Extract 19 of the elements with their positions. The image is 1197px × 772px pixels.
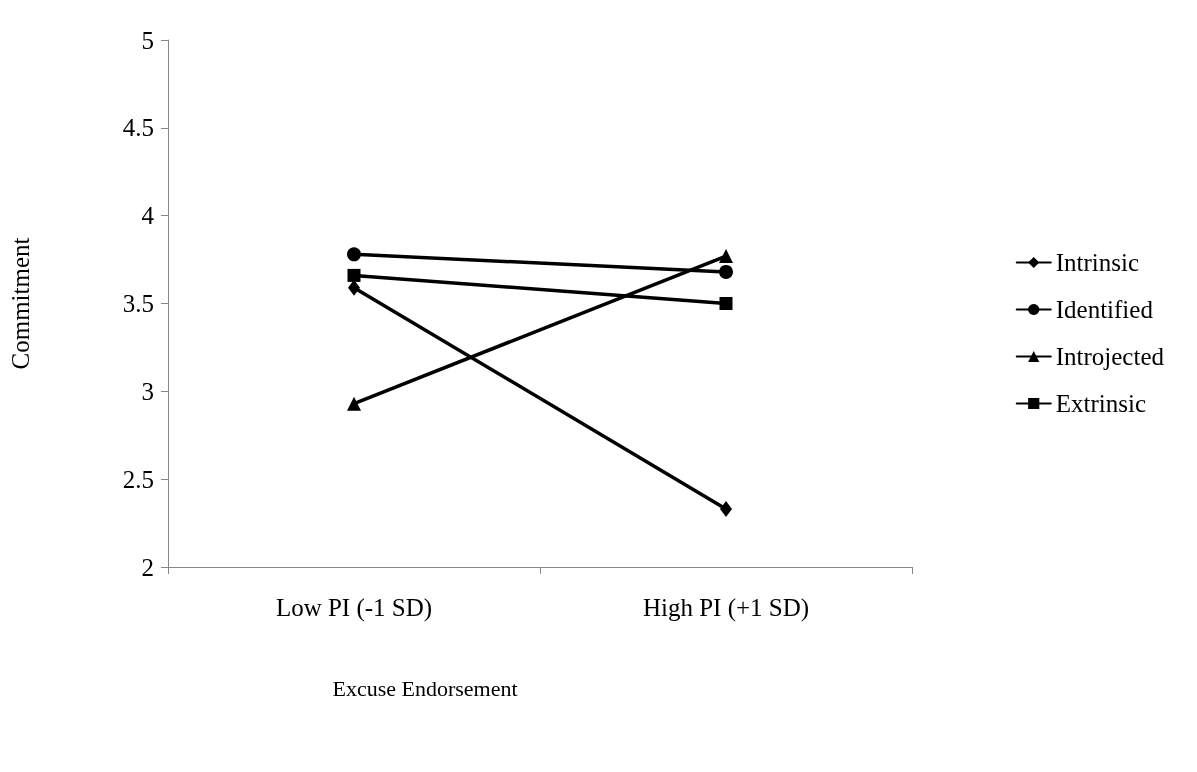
legend-label: Introjected: [1055, 343, 1165, 370]
y-tick-label: 4: [141, 202, 155, 230]
point: [719, 264, 733, 279]
legend-label: Identified: [1055, 296, 1154, 323]
y-tick-label: 3: [141, 377, 154, 405]
y-tick-label: 2.5: [122, 465, 154, 493]
x-tick-label: High PI (+1 SD): [642, 594, 810, 622]
y-tick-label: 3.5: [122, 290, 154, 317]
point: [719, 297, 733, 310]
y-tick-label: 2: [141, 553, 154, 581]
x-tick-label: Low PI (-1 SD): [275, 594, 433, 622]
point: [347, 268, 361, 282]
y-tick-label: 4.5: [122, 114, 154, 142]
point: [347, 247, 361, 262]
legend-label: Intrinsic: [1055, 249, 1140, 276]
y-axis-title: Commitment: [7, 237, 34, 370]
y-tick-label: 5: [141, 26, 154, 54]
x-axis-title: Excuse Endorsement: [332, 675, 518, 701]
legend-label: Extrinsic: [1055, 390, 1146, 417]
